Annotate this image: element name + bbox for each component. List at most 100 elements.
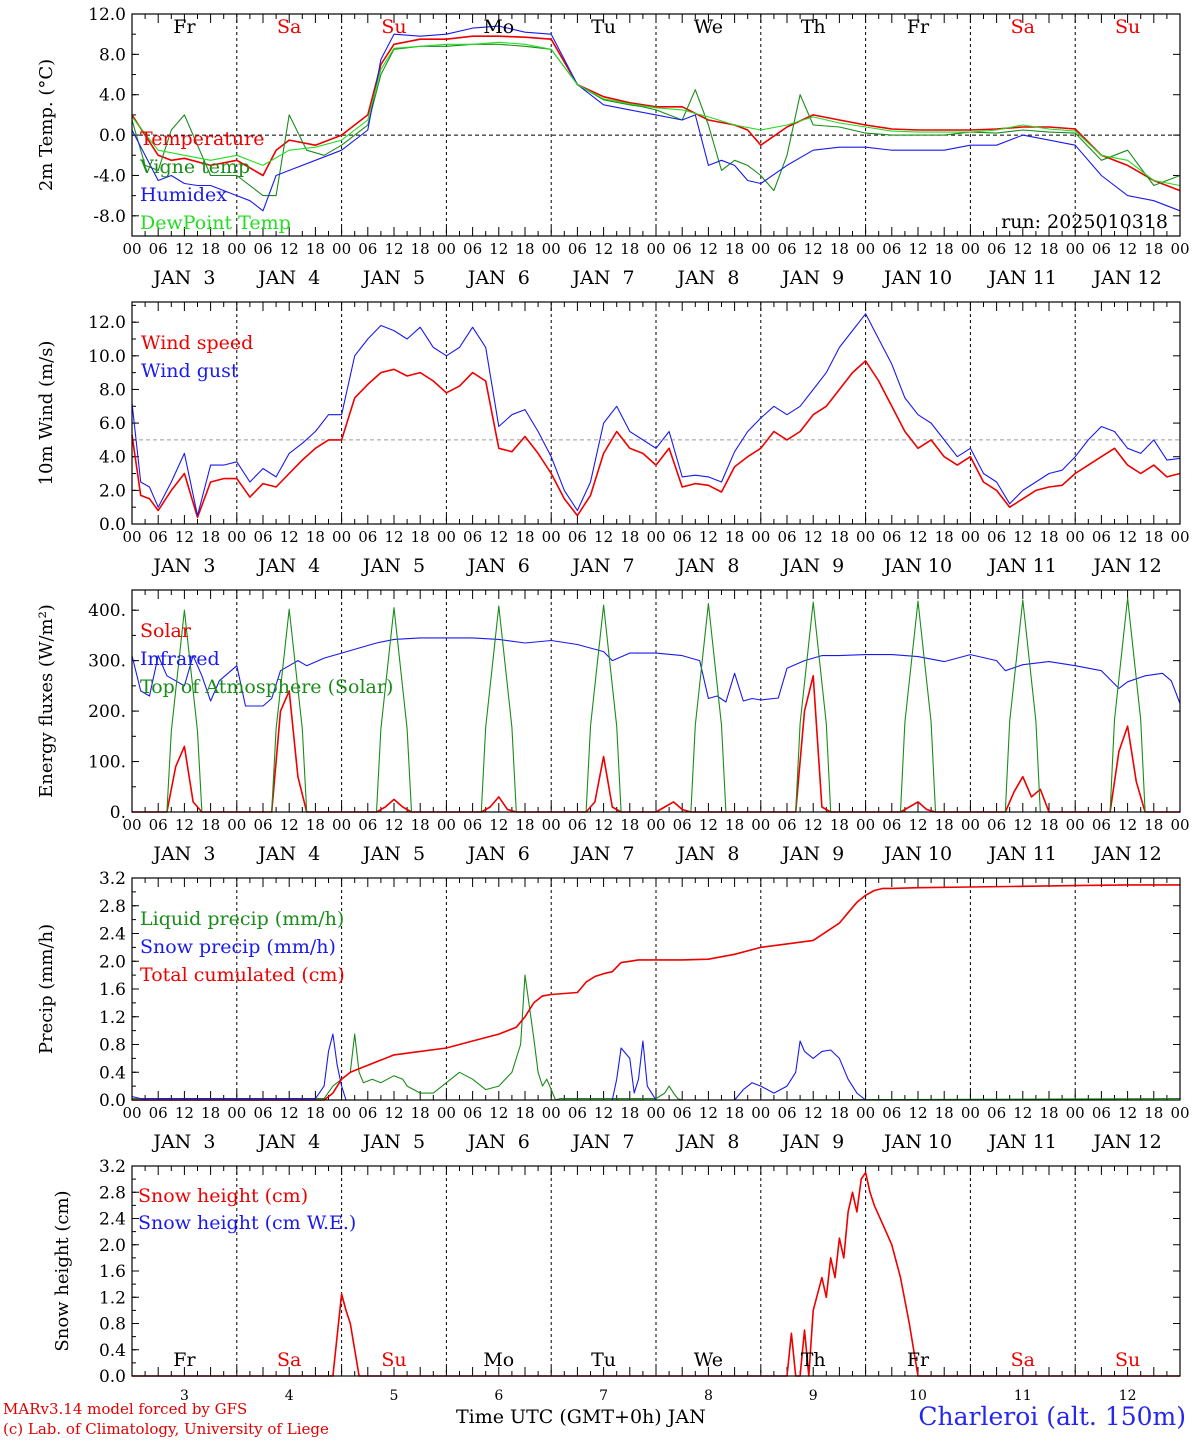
hour-tick-label: 18	[201, 1104, 220, 1122]
y-tick-label: 2.8	[99, 1183, 126, 1203]
weekday-label: Th	[801, 16, 826, 38]
hour-tick-label: 18	[411, 816, 430, 834]
hour-tick-label: 18	[725, 816, 744, 834]
weekday-label: Mo	[483, 16, 514, 38]
date-label: JAN 12	[1092, 267, 1162, 289]
hour-tick-label: 18	[725, 528, 744, 546]
y-tick-label: 0.8	[99, 1315, 126, 1335]
model-credit-line: MARv3.14 model forced by GFS	[3, 1400, 248, 1418]
weekday-label: Sa	[277, 1349, 301, 1371]
hour-tick-label: 12	[175, 528, 194, 546]
hour-tick-label: 00	[1170, 816, 1189, 834]
hour-tick-label: 12	[699, 240, 718, 258]
y-tick-label: 1.6	[99, 1262, 126, 1282]
hour-tick-label: 18	[725, 240, 744, 258]
y-tick-label: 4.0	[99, 448, 126, 468]
hour-tick-label: 00	[332, 1104, 351, 1122]
hour-tick-label: 12	[1013, 816, 1032, 834]
hour-tick-label: 18	[306, 240, 325, 258]
hour-tick-label: 00	[856, 816, 875, 834]
hour-tick-label: 00	[646, 1104, 665, 1122]
hour-tick-label: 06	[253, 528, 272, 546]
weekday-label: Sa	[1011, 1349, 1035, 1371]
hour-tick-label: 00	[122, 528, 141, 546]
hour-tick-label: 00	[751, 816, 770, 834]
x-axis-title: Time UTC (GMT+0h) JAN	[456, 1406, 706, 1428]
hour-tick-label: 06	[987, 1104, 1006, 1122]
hour-tick-label: 18	[411, 240, 430, 258]
date-label: JAN 11	[987, 1131, 1057, 1153]
hour-tick-label: 06	[358, 816, 377, 834]
hour-tick-label: 00	[227, 1104, 246, 1122]
hour-tick-label: 12	[699, 528, 718, 546]
y-tick-label: 0.8	[99, 1036, 126, 1056]
hour-tick-label: 06	[253, 816, 272, 834]
hour-tick-label: 12	[594, 240, 613, 258]
legend-entry: Total cumulated (cm)	[140, 964, 345, 986]
hour-tick-label: 00	[542, 1104, 561, 1122]
plot-frame	[131, 301, 1181, 525]
weekday-label: Fr	[173, 1349, 196, 1371]
hour-tick-label: 18	[830, 240, 849, 258]
series-line-infrared	[131, 637, 1181, 707]
date-label: JAN 11	[987, 267, 1057, 289]
legend-entry: Temperature	[140, 128, 264, 150]
hour-tick-label: 06	[777, 240, 796, 258]
y-tick-label: 12.0	[88, 313, 126, 333]
weekday-label: Su	[381, 1349, 406, 1371]
hour-tick-label: 18	[935, 240, 954, 258]
hour-tick-label: 18	[515, 816, 534, 834]
hour-tick-label: 06	[673, 816, 692, 834]
hour-tick-label: 06	[463, 528, 482, 546]
date-label: JAN 8	[675, 555, 739, 577]
date-label: JAN 12	[1092, 843, 1162, 865]
date-label: JAN 8	[675, 1131, 739, 1153]
hour-tick-label: 12	[489, 816, 508, 834]
hour-tick-label: 00	[437, 816, 456, 834]
hour-tick-label: 06	[673, 240, 692, 258]
date-label: JAN 4	[256, 1131, 320, 1153]
y-tick-label: 1.2	[99, 1008, 126, 1028]
hour-tick-label: 06	[463, 240, 482, 258]
hour-tick-label: 06	[568, 1104, 587, 1122]
day-number-label: 5	[390, 1388, 399, 1404]
legend-entry: Solar	[140, 620, 192, 642]
hour-tick-label: 00	[646, 816, 665, 834]
hour-tick-label: 18	[411, 1104, 430, 1122]
hour-tick-label: 00	[122, 1104, 141, 1122]
series-line-vigne-temp	[131, 43, 1181, 197]
chart-panel-4: 0.0 0.4 0.8 1.2 1.6 2.0 2.4 2.8 3.2 Liquid precip…	[36, 869, 1190, 1153]
y-tick-label: 0.0	[99, 1091, 126, 1111]
legend-entry: Snow height (cm)	[138, 1185, 308, 1207]
weekday-label: Fr	[907, 16, 930, 38]
day-number-label: 7	[599, 1388, 608, 1404]
weekday-label: Su	[1115, 16, 1140, 38]
hour-tick-label: 00	[437, 528, 456, 546]
y-axis-label: Snow height (cm)	[52, 1190, 73, 1351]
date-label: JAN 4	[256, 843, 320, 865]
date-label: JAN 6	[466, 555, 530, 577]
hour-tick-label: 06	[987, 528, 1006, 546]
chart-panel-2: 0.0 2.0 4.0 6.0 8.0 10.0 12.0 Wind speed Wind gu…	[36, 301, 1190, 577]
hour-tick-label: 06	[253, 240, 272, 258]
weekday-label: Fr	[173, 16, 196, 38]
weekday-label: Su	[1115, 1349, 1140, 1371]
legend-entry: DewPoint Temp	[140, 212, 291, 234]
hour-tick-label: 00	[437, 1104, 456, 1122]
hour-tick-label: 06	[882, 528, 901, 546]
hour-tick-label: 00	[437, 240, 456, 258]
weekday-label: Su	[381, 16, 406, 38]
date-label: JAN 7	[571, 1131, 635, 1153]
y-tick-label: 2.4	[99, 1210, 126, 1230]
date-label: JAN 12	[1092, 1131, 1162, 1153]
hour-tick-label: 06	[463, 816, 482, 834]
hour-tick-label: 18	[1039, 240, 1058, 258]
y-axis-label: 10m Wind (m/s)	[36, 341, 57, 486]
date-label: JAN 7	[571, 843, 635, 865]
weekday-label: We	[694, 1349, 723, 1371]
y-tick-label: -8.0	[93, 207, 126, 227]
station-label: Charleroi (alt. 150m)	[918, 1402, 1186, 1431]
hour-tick-label: 12	[1013, 528, 1032, 546]
y-axis-label: Energy fluxes (W/m²)	[36, 604, 57, 798]
date-label: JAN 4	[256, 555, 320, 577]
